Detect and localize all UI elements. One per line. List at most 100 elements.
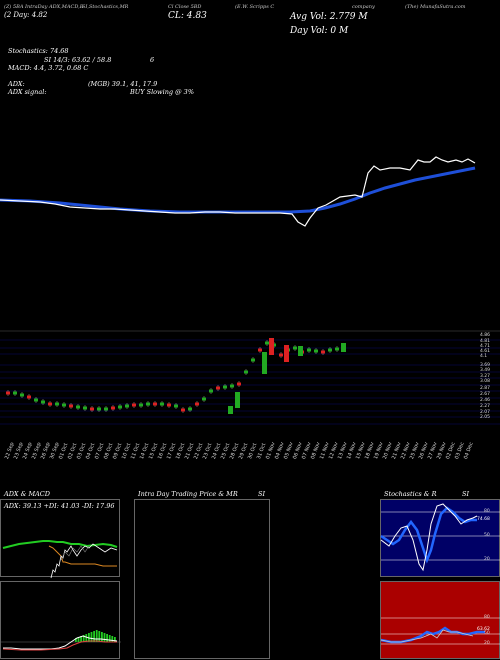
adx-signal-label: ADX signal: xyxy=(8,88,47,96)
candle-body xyxy=(181,408,185,412)
candle-body xyxy=(125,404,129,408)
chart-tabs[interactable]: (Z) 5BA IntraDay ADX,MACD,B xyxy=(4,4,84,10)
candle-body xyxy=(341,343,346,352)
candle-body xyxy=(13,391,17,395)
price-tick: 2.07 xyxy=(480,410,491,415)
macd-bar xyxy=(90,632,93,642)
candle-body xyxy=(188,407,192,411)
rsi-current-value: 63.62 xyxy=(477,627,490,632)
candle-body xyxy=(55,402,59,406)
stoch-axis-80: 80 xyxy=(484,509,490,514)
macd-line xyxy=(3,635,118,650)
candle-body xyxy=(258,348,262,352)
candle-body xyxy=(293,346,297,350)
macd-bar xyxy=(95,630,98,642)
candle-body xyxy=(335,347,339,351)
candle-body xyxy=(104,407,108,411)
price-tick: 4.71 xyxy=(480,344,491,349)
candle-body xyxy=(244,370,248,374)
price-tick: 4.61 xyxy=(480,349,491,354)
candle-body xyxy=(228,406,233,414)
price-tick: 2.67 xyxy=(480,392,491,397)
macd-bar xyxy=(106,634,108,642)
candle-body xyxy=(146,402,150,406)
candle-body xyxy=(284,345,289,362)
stoch-si-label: SI xyxy=(462,490,470,498)
stochastics-tab[interactable]: SI,Stochastics,MR xyxy=(82,4,129,10)
candle-body xyxy=(97,407,101,411)
candle-body xyxy=(139,403,143,407)
stoch-d-line xyxy=(380,506,477,564)
moving-average-line xyxy=(0,166,476,214)
rsi-axis-80: 80 xyxy=(484,615,490,620)
price-tick: 3.49 xyxy=(480,368,491,373)
intraday-panel xyxy=(134,499,270,659)
stoch-k-line xyxy=(380,503,478,572)
candlestick-series xyxy=(6,338,346,414)
company-tab[interactable]: (E.W. Scripps C xyxy=(235,4,275,10)
candle-body xyxy=(251,358,255,362)
macd-bar xyxy=(80,636,82,642)
macd-bar xyxy=(75,638,77,642)
macd-bar xyxy=(85,634,88,642)
stochastics-value: Stochastics: 74.68 xyxy=(8,47,69,55)
price-tick: 2.05 xyxy=(480,415,491,420)
candle-body xyxy=(307,348,311,352)
candle-body xyxy=(314,349,318,353)
candle-body xyxy=(223,385,227,389)
candle-body xyxy=(237,382,241,386)
rsi-axis-20: 20 xyxy=(484,641,490,646)
candle-body xyxy=(328,348,332,352)
stoch-current-value: 74.68 xyxy=(477,517,490,522)
candle-body xyxy=(69,404,73,408)
candle-body xyxy=(321,350,325,354)
price-tick: 4.1 xyxy=(480,354,488,359)
macd-bar xyxy=(77,637,80,642)
candle-body xyxy=(230,384,234,388)
buy-signal: BUY Slowing @ 3% xyxy=(130,88,194,96)
stochastics-panel: 80 50 20 74.68 xyxy=(380,499,500,577)
si-num: 6 xyxy=(150,56,155,64)
candle-body xyxy=(34,398,38,402)
adx-values-text: ADX: 39.13 +DI: 41.03 -DI: 17.96 xyxy=(4,502,115,510)
stoch-axis-50: 50 xyxy=(484,533,490,538)
stoch-panel-title: Stochastics & R xyxy=(384,490,437,498)
candle-body xyxy=(298,346,303,356)
candle-body xyxy=(265,341,269,345)
close-tab[interactable]: Cl Close 5BD xyxy=(168,4,202,10)
candle-body xyxy=(83,406,87,410)
rsi-axis-50: 50 xyxy=(484,631,490,636)
price-tick: 4.86 xyxy=(480,333,491,338)
site-label[interactable]: (The) MunafaSutra.com xyxy=(405,4,466,10)
price-tick: 3.69 xyxy=(480,363,491,368)
price-tick: 2.87 xyxy=(480,386,491,391)
adx-label: ADX: xyxy=(8,80,25,88)
candle-body xyxy=(216,386,220,390)
price-tick: 2.46 xyxy=(480,398,491,403)
candle-body xyxy=(48,402,52,406)
intraday-panel-title: Intra Day Trading Price & MR xyxy=(138,490,238,498)
avg-volume: Avg Vol: 2.779 M xyxy=(290,12,368,22)
macd-value: MACD: 4.4, 3.72, 0.68 C xyxy=(8,64,89,72)
adx-panel: ADX: 39.13 +DI: 41.03 -DI: 17.96 xyxy=(0,499,120,579)
plus-di-line xyxy=(2,540,118,549)
macd-bar xyxy=(111,636,114,642)
price-line xyxy=(0,156,476,227)
price-tick: 2.27 xyxy=(480,404,491,409)
day-label: (2 Day: 4.82 xyxy=(4,11,48,19)
rsi-panel: 80 50 20 63.62 xyxy=(380,581,500,659)
si-value: SI 14/3: 63.62 / 58.8 xyxy=(44,56,112,64)
price-tick: 3.27 xyxy=(480,374,491,379)
candle-body xyxy=(111,406,115,410)
macd-bar xyxy=(108,635,111,642)
candle-body xyxy=(195,402,199,406)
macd-panel xyxy=(0,581,121,659)
candle-body xyxy=(235,392,240,408)
macd-signal-line xyxy=(2,640,117,651)
stoch-axis-20: 20 xyxy=(484,557,490,562)
macd-bar xyxy=(101,632,103,642)
macd-bar xyxy=(103,633,106,642)
macd-bar xyxy=(98,631,101,642)
candle-body xyxy=(118,405,122,409)
candle-body xyxy=(27,395,31,399)
